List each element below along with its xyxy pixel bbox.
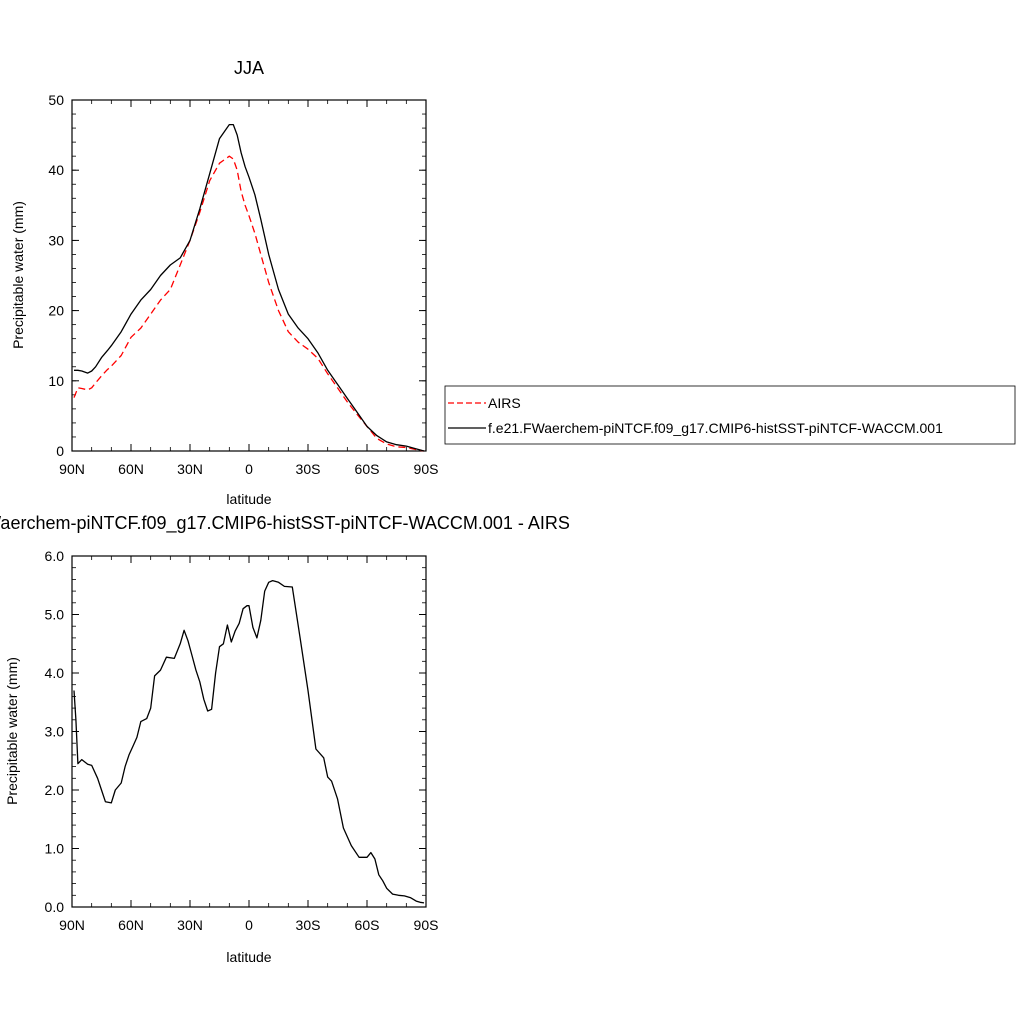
bottom-chart-ytick-label: 4.0 [45, 665, 65, 681]
top-chart-xtick-label: 30N [177, 461, 203, 477]
top-chart-tick-labels: 90N 60N 30N 0 30S 60S 90S 0 10 20 30 40 50 [48, 92, 438, 477]
top-chart-ytick-label: 50 [48, 92, 64, 108]
legend-label-model: f.e21.FWaerchem-piNTCF.f09_g17.CMIP6-his… [488, 420, 943, 436]
bottom-chart-panel: f.e21.FWaerchem-piNTCF.f09_g17.CMIP6-his… [0, 513, 570, 965]
top-chart-xtick-label: 0 [245, 461, 253, 477]
top-chart-title: JJA [234, 58, 264, 78]
top-chart-ytick-label: 40 [48, 162, 64, 178]
top-chart-panel: JJA 90N 60N 30N 0 30S 60S 90S 0 10 20 30 40 50 latit… [10, 58, 438, 507]
top-chart-plot-frame [71, 99, 427, 452]
bottom-chart-ytick-label: 3.0 [45, 724, 65, 740]
bottom-chart-ytick-label: 1.0 [45, 841, 65, 857]
bottom-chart-title: f.e21.FWaerchem-piNTCF.f09_g17.CMIP6-his… [0, 513, 570, 534]
bottom-chart-xtick-label: 90S [414, 917, 439, 933]
bottom-chart-ytick-label: 0.0 [45, 899, 65, 915]
top-chart-xtick-label: 60N [118, 461, 144, 477]
top-chart-xtick-label: 60S [355, 461, 380, 477]
bottom-chart-xtick-label: 60S [355, 917, 380, 933]
bottom-chart-xtick-label: 0 [245, 917, 253, 933]
bottom-chart-ytick-label: 2.0 [45, 782, 65, 798]
top-chart-xlabel: latitude [226, 491, 271, 507]
bottom-chart-xtick-label: 90N [59, 917, 85, 933]
bottom-chart-xtick-label: 30N [177, 917, 203, 933]
bottom-chart-ytick-label: 5.0 [45, 607, 65, 623]
bottom-chart-xlabel: latitude [226, 949, 271, 965]
top-chart-series [73, 123, 425, 452]
top-chart-ytick-label: 20 [48, 303, 64, 319]
top-chart-xtick-label: 30S [296, 461, 321, 477]
bottom-chart-ticks [71, 555, 427, 908]
bottom-chart-series [73, 579, 425, 904]
bottom-chart-xtick-label: 60N [118, 917, 144, 933]
bottom-chart-ylabel: Precipitable water (mm) [4, 657, 20, 805]
top-chart-ticks [71, 99, 427, 452]
top-chart-series-line-0 [73, 155, 425, 452]
top-chart-ytick-label: 30 [48, 232, 64, 248]
top-chart-legend: AIRS f.e21.FWaerchem-piNTCF.f09_g17.CMIP… [444, 385, 1016, 445]
bottom-chart-series-line-0 [73, 579, 425, 904]
top-chart-ylabel: Precipitable water (mm) [10, 201, 26, 349]
top-chart-ytick-label: 0 [56, 443, 64, 459]
top-chart-xtick-label: 90N [59, 461, 85, 477]
top-chart-xtick-label: 90S [414, 461, 439, 477]
bottom-chart-ytick-label: 6.0 [45, 548, 65, 564]
top-chart-ytick-label: 10 [48, 373, 64, 389]
legend-box [444, 385, 1016, 445]
top-chart-series-line-1 [74, 123, 425, 452]
bottom-chart-xtick-label: 30S [296, 917, 321, 933]
legend-label-airs: AIRS [488, 395, 521, 411]
bottom-chart-tick-labels: 90N 60N 30N 0 30S 60S 90S 0.0 1.0 2.0 3.0 4.0 5.0 6.0 [45, 548, 439, 933]
